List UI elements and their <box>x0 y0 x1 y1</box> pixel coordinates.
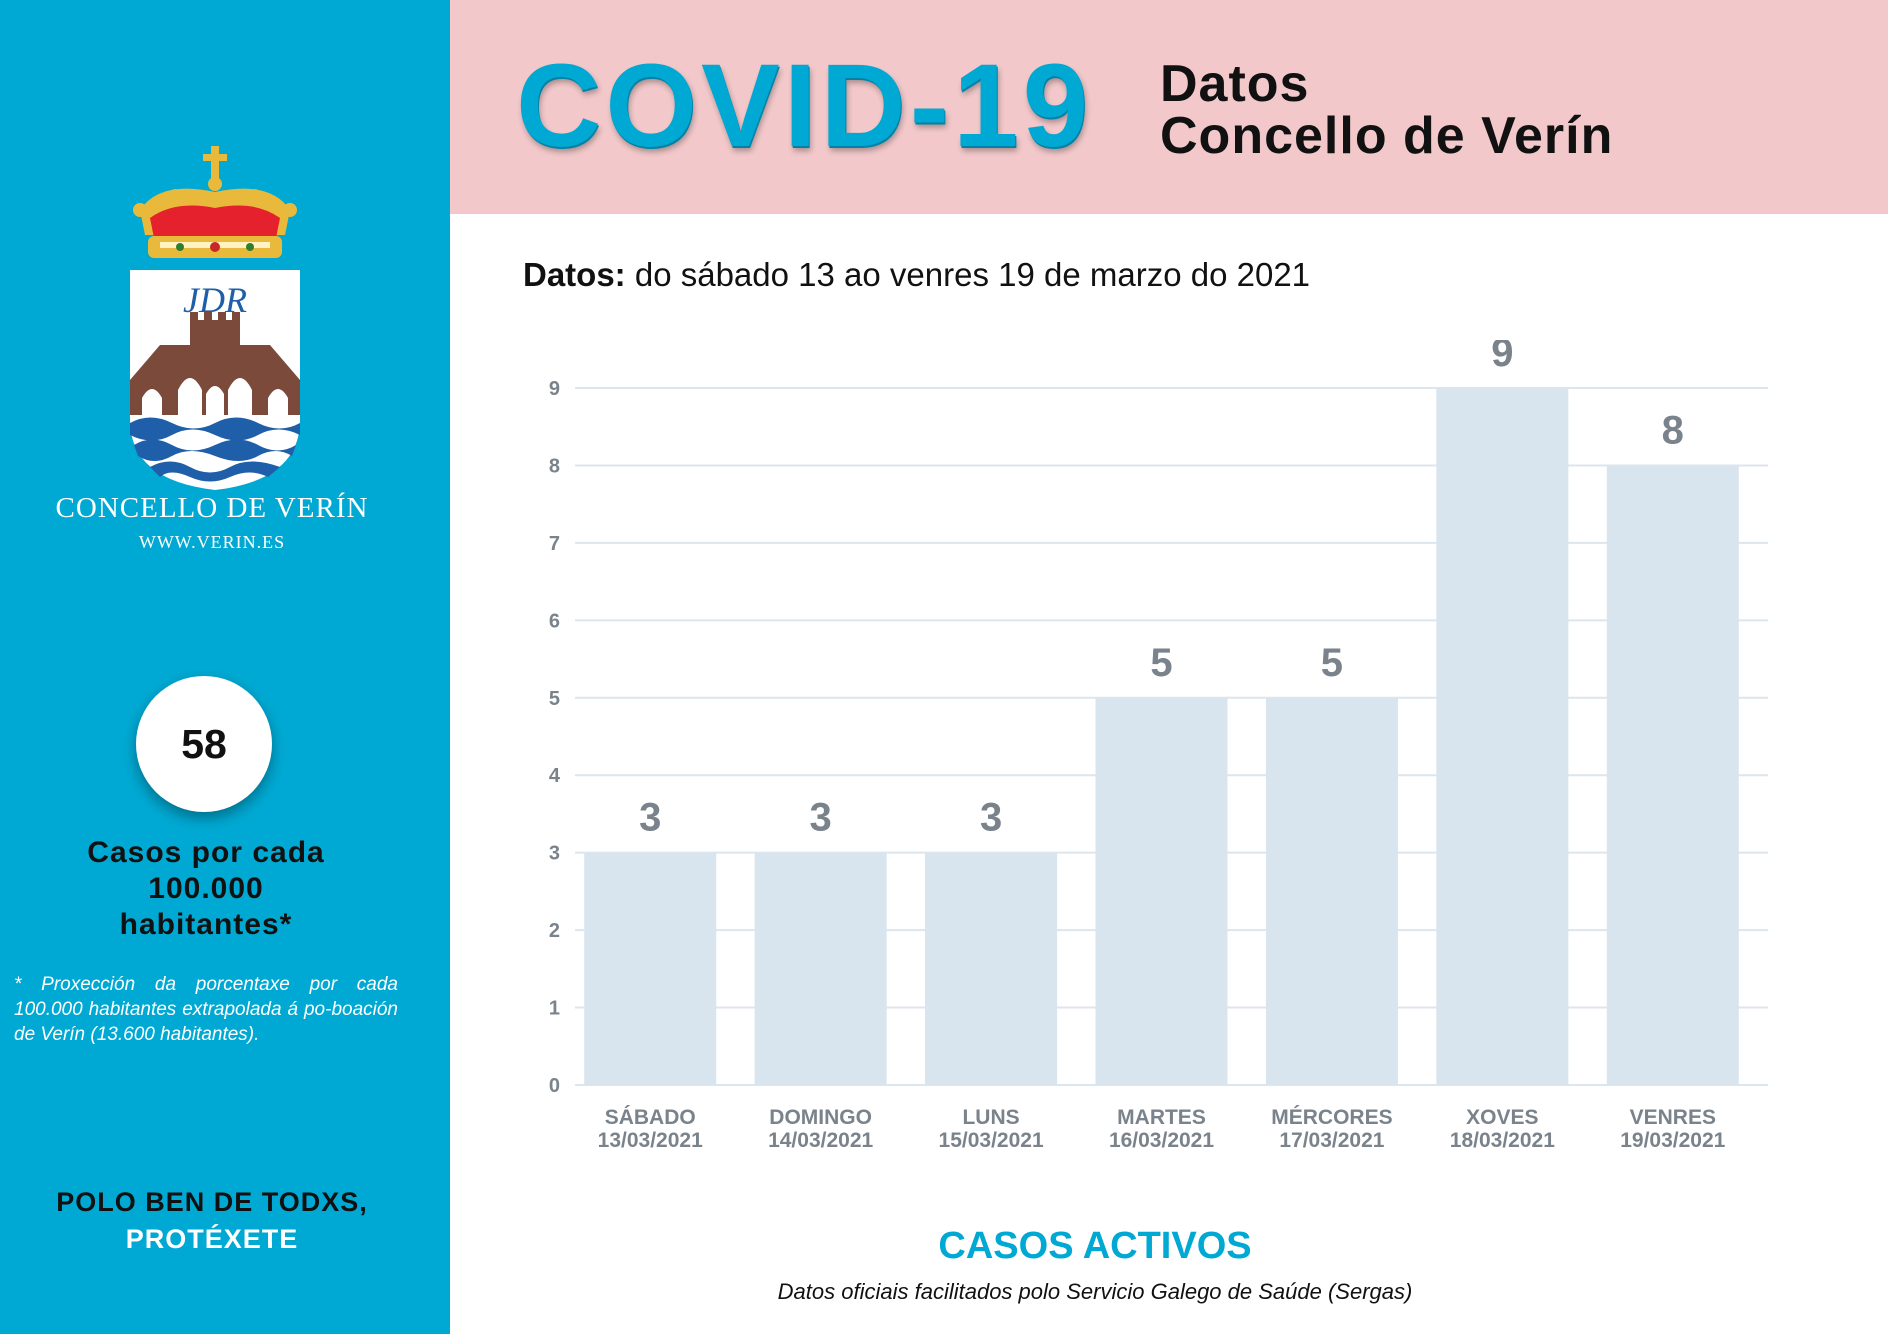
council-website: WWW.VERIN.ES <box>138 532 286 552</box>
x-tick-date: 18/03/2021 <box>1450 1129 1555 1152</box>
x-tick-label: SÁBADO <box>605 1106 696 1129</box>
incidence-rate-badge: 58 <box>136 676 272 812</box>
x-tick-date: 17/03/2021 <box>1279 1129 1384 1152</box>
slogan-line-2: PROTÉXETE <box>125 1224 299 1254</box>
data-source-note: Datos oficiais facilitados polo Servicio… <box>777 1279 1413 1304</box>
bar <box>1265 697 1398 1085</box>
x-tick-date: 16/03/2021 <box>1109 1129 1214 1152</box>
bar-value-label: 8 <box>1662 408 1684 452</box>
x-tick-label: VENRES <box>1630 1106 1716 1129</box>
y-tick-label: 0 <box>549 1075 560 1097</box>
y-tick-label: 4 <box>549 765 561 787</box>
bar <box>1606 465 1739 1085</box>
y-tick-label: 6 <box>549 610 560 632</box>
x-tick-date: 19/03/2021 <box>1620 1129 1725 1152</box>
bar <box>1095 697 1228 1085</box>
bar-value-label: 5 <box>1150 641 1172 685</box>
bar-value-label: 3 <box>980 796 1002 840</box>
x-tick-date: 15/03/2021 <box>939 1129 1044 1152</box>
x-tick-label: XOVES <box>1466 1106 1538 1129</box>
bar <box>584 852 717 1085</box>
bar-value-label: 5 <box>1321 641 1343 685</box>
y-tick-label: 5 <box>549 688 560 710</box>
page-title: COVID-19 <box>516 40 1093 172</box>
x-tick-label: DOMINGO <box>769 1106 872 1129</box>
bar-value-label: 3 <box>639 796 661 840</box>
x-tick-label: MÉRCORES <box>1271 1106 1392 1129</box>
council-name: CONCELLO DE VERÍN <box>55 492 369 524</box>
bar-value-label: 3 <box>810 796 832 840</box>
page-subtitle-line-2: Concello de Verín <box>1160 107 1614 165</box>
page-subtitle-line-1: Datos <box>1160 55 1310 113</box>
sidebar: JDR CONCELLO DE VERÍN WWW.VERIN.ES 58 Ca… <box>0 0 450 1334</box>
bar-chart: 0 1 2 3 4 5 6 7 8 9 3 SÁBADO 13/03/2021 3 DOMINGO 14/03… <box>530 331 1780 1170</box>
y-tick-label: 2 <box>549 920 560 942</box>
y-tick-label: 1 <box>549 998 560 1020</box>
x-tick-date: 14/03/2021 <box>768 1129 873 1152</box>
x-tick-label: MARTES <box>1117 1106 1206 1129</box>
date-range: Datos: do sábado 13 ao venres 19 de marz… <box>523 256 1310 294</box>
verin-coat-of-arms-icon: JDR <box>130 146 300 490</box>
rate-label-line: 100.000 <box>148 872 264 905</box>
date-range-label: Datos: <box>523 256 626 293</box>
y-tick-label: 8 <box>549 455 560 477</box>
y-tick-label: 9 <box>549 378 560 400</box>
y-tick-label: 7 <box>549 533 560 555</box>
header-banner: COVID-19 Datos Concello de Verín <box>450 0 1888 214</box>
bar <box>754 852 887 1085</box>
bar <box>925 852 1058 1085</box>
x-tick-date: 13/03/2021 <box>598 1129 703 1152</box>
bar <box>1436 388 1569 1085</box>
y-tick-label: 3 <box>549 843 560 865</box>
chart-title: CASOS ACTIVOS <box>938 1225 1252 1267</box>
bar-value-label: 9 <box>1491 340 1513 375</box>
rate-label-line: habitantes* <box>119 908 293 941</box>
slogan-line-1: POLO BEN DE TODXS, <box>56 1187 368 1217</box>
rate-label-line: Casos por cada <box>87 836 325 869</box>
date-range-text: do sábado 13 ao venres 19 de marzo do 20… <box>625 256 1311 293</box>
incidence-rate-label: Casos por cada 100.000 habitantes* <box>30 835 382 943</box>
x-tick-label: LUNS <box>962 1106 1019 1129</box>
incidence-rate-footnote: * Proxección da porcentaxe por cada 100.… <box>14 974 398 1045</box>
